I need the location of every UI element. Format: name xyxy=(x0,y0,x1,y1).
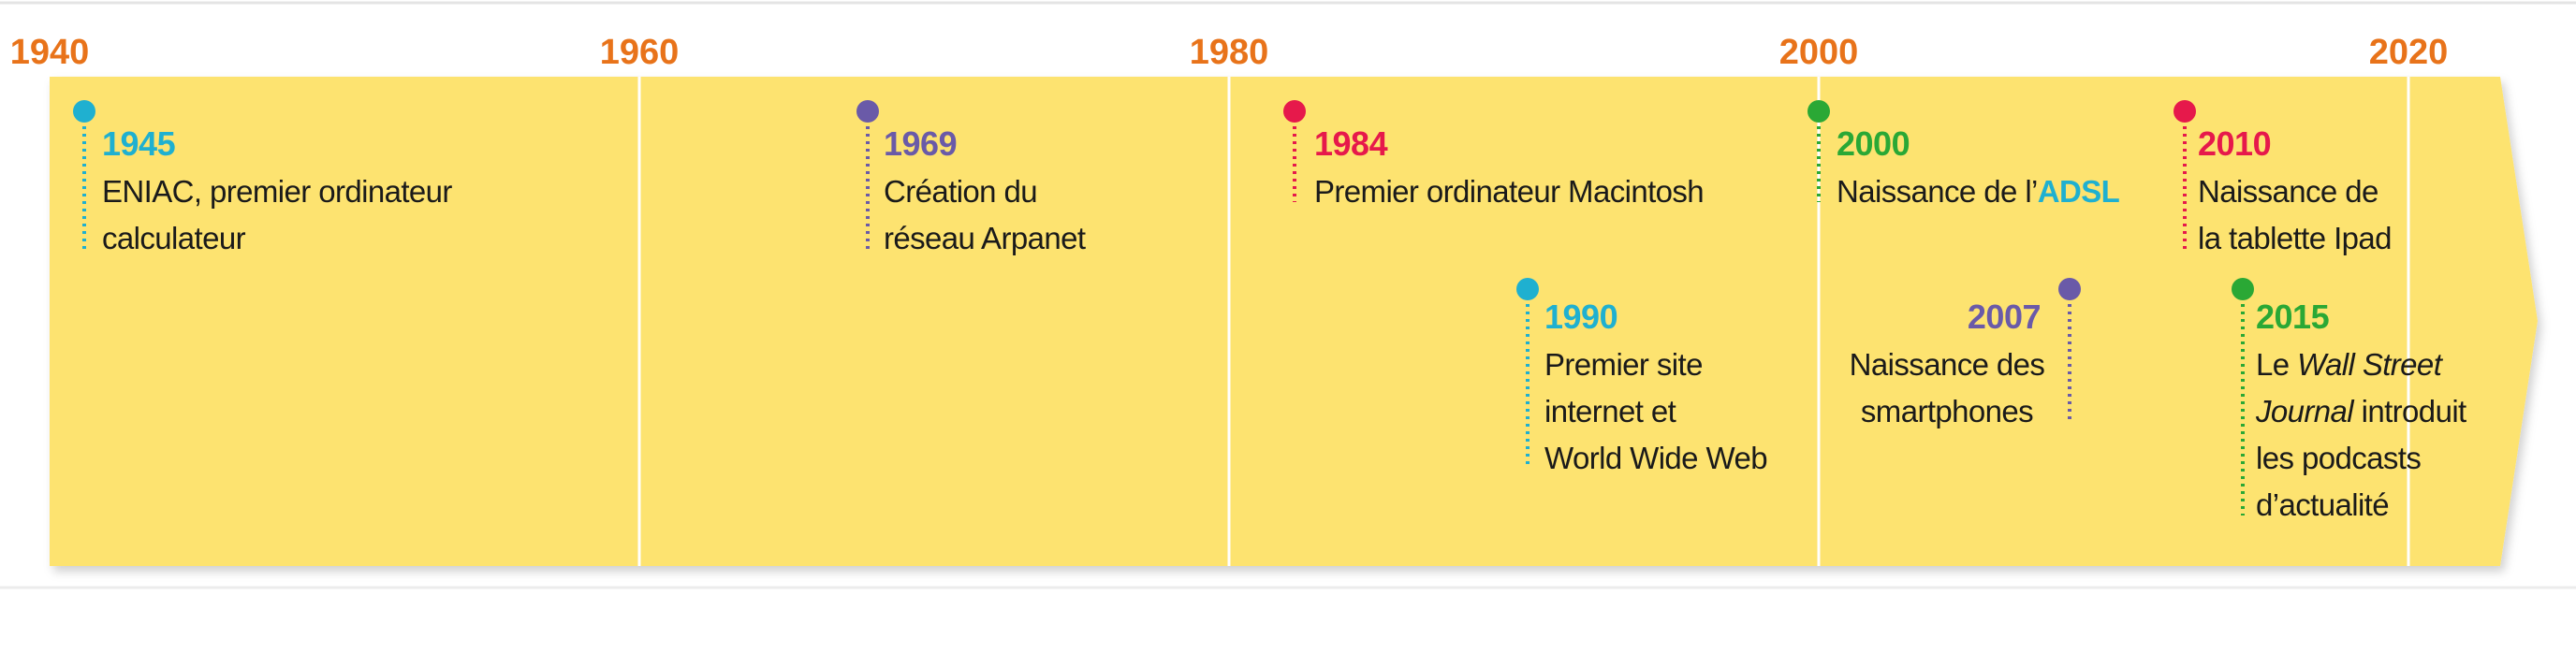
event-text: Naissance de xyxy=(2198,174,2378,209)
event-text-run: Journal xyxy=(2255,394,2355,428)
event-text-run: Naissance de xyxy=(2198,174,2378,209)
event-text-run: les podcasts xyxy=(2256,441,2421,475)
event-text: d’actualité xyxy=(2256,487,2389,522)
event-text: Premier site xyxy=(1544,347,1703,382)
event-text: calculateur xyxy=(102,221,246,255)
event-dot xyxy=(2232,278,2254,300)
event-text: Journal introduit xyxy=(2255,394,2466,428)
event-text: réseau Arpanet xyxy=(884,221,1086,255)
event-text: internet et xyxy=(1544,394,1676,428)
event-text-run: introduit xyxy=(2353,394,2466,428)
event-text-run: Wall Street xyxy=(2297,347,2444,382)
event-text: Naissance des xyxy=(1850,347,2045,382)
event-year: 1945 xyxy=(102,124,176,163)
event-year: 2015 xyxy=(2256,298,2330,336)
event-text-run: Premier ordinateur Macintosh xyxy=(1314,174,1704,209)
event-dot xyxy=(1808,100,1830,123)
event-year: 2010 xyxy=(2198,124,2271,163)
timeline-band xyxy=(50,77,2538,566)
event-year: 1969 xyxy=(884,124,957,163)
event-text-run: Premier site xyxy=(1544,347,1703,382)
event-text: Création du xyxy=(884,174,1037,209)
event-text-run: ADSL xyxy=(2038,174,2120,209)
year-label: 1980 xyxy=(1190,33,1269,72)
event-dot xyxy=(1283,100,1306,123)
event-year: 1984 xyxy=(1314,124,1388,163)
event-text: Premier ordinateur Macintosh xyxy=(1314,174,1704,209)
event-text: Naissance de l’ADSL xyxy=(1837,174,2120,209)
event-text-run: Naissance de l’ xyxy=(1837,174,2038,209)
year-label: 1940 xyxy=(10,33,90,72)
event-dot xyxy=(856,100,879,123)
event-dot xyxy=(73,100,95,123)
event-text-run: World Wide Web xyxy=(1544,441,1767,475)
event-text: World Wide Web xyxy=(1544,441,1767,475)
event-text: Le Wall Street xyxy=(2256,347,2444,382)
event-year: 2007 xyxy=(1968,298,2041,336)
event-text-run: internet et xyxy=(1544,394,1676,428)
event-text-run: Création du xyxy=(884,174,1037,209)
event-year: 1990 xyxy=(1544,298,1617,336)
event-text: smartphones xyxy=(1861,394,2033,428)
year-label: 2020 xyxy=(2369,33,2449,72)
event-dot xyxy=(2058,278,2081,300)
event-text: les podcasts xyxy=(2256,441,2421,475)
event-text-run: réseau Arpanet xyxy=(884,221,1086,255)
event-text-run: la tablette Ipad xyxy=(2198,221,2392,255)
event-dot xyxy=(2174,100,2196,123)
event-text-run: d’actualité xyxy=(2256,487,2389,522)
event-text-run: calculateur xyxy=(102,221,246,255)
event-text-run: Naissance des xyxy=(1850,347,2045,382)
event-year: 2000 xyxy=(1837,124,1910,163)
year-label: 1960 xyxy=(600,33,680,72)
year-label: 2000 xyxy=(1779,33,1859,72)
event-text-run: Le xyxy=(2256,347,2297,382)
event-text-run: smartphones xyxy=(1861,394,2033,428)
event-text: la tablette Ipad xyxy=(2198,221,2392,255)
event-dot xyxy=(1516,278,1539,300)
event-text-run: ENIAC, premier ordinateur xyxy=(102,174,452,209)
event-text: ENIAC, premier ordinateur xyxy=(102,174,452,209)
